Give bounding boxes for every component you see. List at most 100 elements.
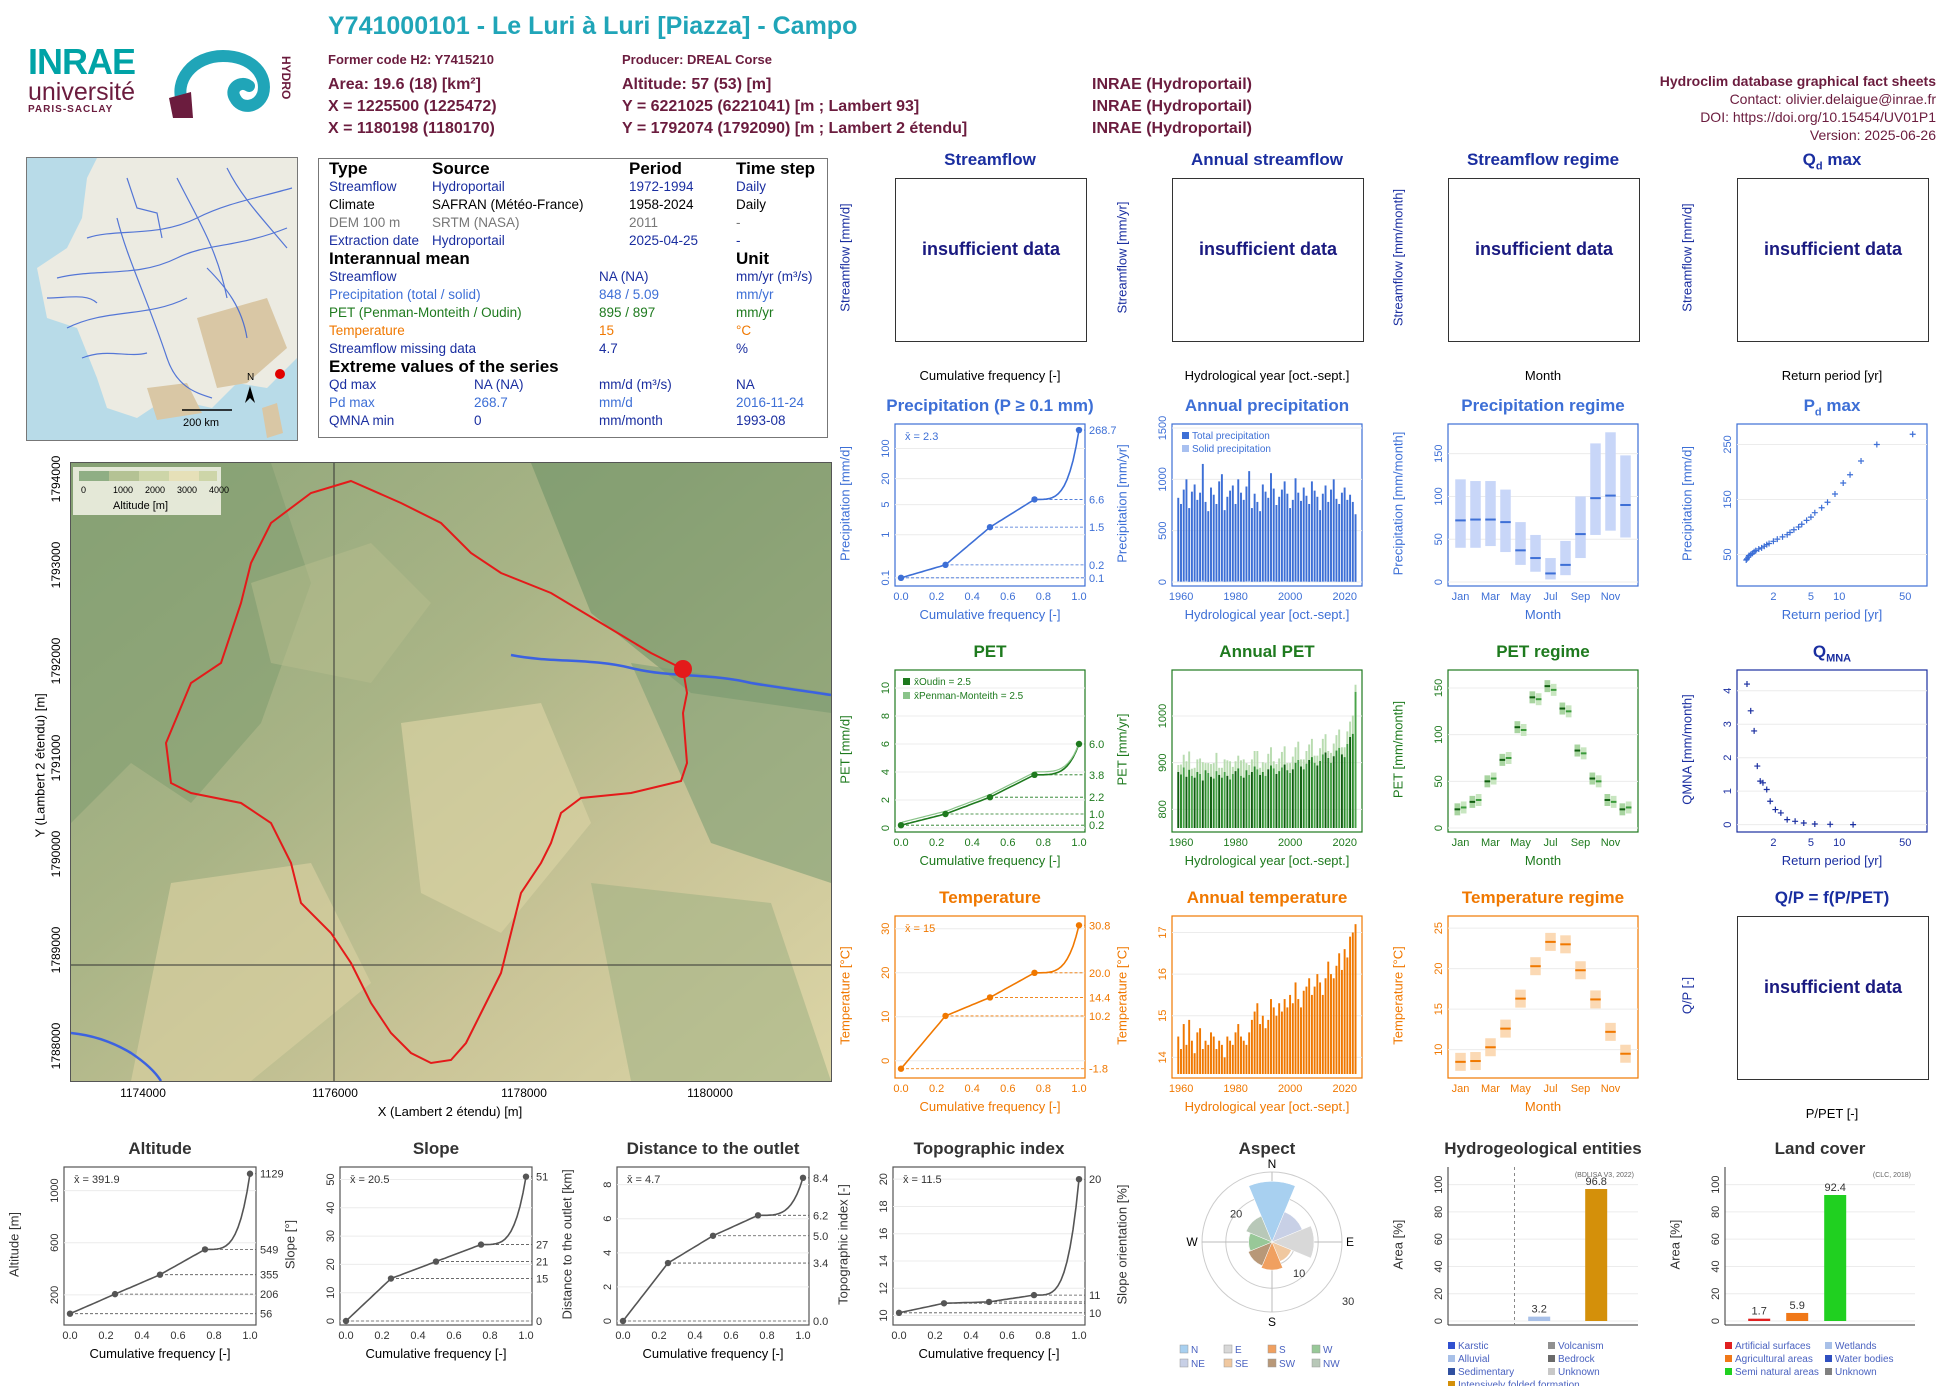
pet_cdf-quantile-point [897,822,905,829]
land_cover-bar-label: 92.4 [1824,1182,1845,1194]
precip_regime-xtick: Jan [1452,591,1470,603]
pd_max-xtick: 10 [1833,591,1845,603]
pet_regime-xlabel: Month [1524,853,1562,868]
altitude_cdf-right-label: 549 [260,1244,278,1256]
annual_pet-bar-pm [1275,764,1278,774]
streamflow_regime-xlabel: Month [1524,368,1562,383]
slope_cdf-ytick: 30 [325,1230,337,1242]
annual_precip-xtick: 2000 [1278,591,1302,603]
distance_cdf-quantile-point [664,1259,672,1267]
annual_pet-bar [1294,762,1297,828]
precip_regime-plot: 0 50 100 150 Jan Mar May Jul Sep Nov [1433,423,1639,603]
area: Area: 19.6 (18) [km²] [328,76,481,93]
qmna-xlabel: Return period [yr] [1781,853,1883,868]
temp_regime-ytick: 20 [1433,963,1445,975]
source-step: Daily [736,179,767,194]
qmna-point [1850,821,1857,828]
qp_ppet-plot: insufficient data [1737,916,1929,1080]
annual_precip-solid-bar [1286,581,1289,582]
temp_regime-xtick: Jan [1452,1083,1470,1095]
hydrogeology-legend: Unknown [1558,1367,1600,1378]
topo_cdf-ytick: 14 [878,1255,890,1267]
annual_temp-bar [1256,1003,1259,1074]
topo_cdf-right-label: 11 [1089,1290,1100,1302]
annual_temp-bar [1264,1028,1267,1074]
pet_cdf-xtick: 1.0 [1071,837,1086,849]
annual_precip-bar [1297,492,1300,582]
source-source: Hydroportail [432,179,505,194]
annual_precip-bar [1349,494,1352,582]
annual_precip-bar [1226,496,1229,582]
pet_regime-ytick: 100 [1433,725,1445,743]
streamflow_regime-title: Streamflow regime [1466,150,1620,169]
hydrogeology-legend-swatch [1448,1381,1455,1386]
qmna-xtick: 5 [1808,837,1814,849]
annual_pet-bar-pm [1346,731,1349,744]
qmna-point [1792,818,1799,825]
annual_precip-solid-bar [1278,581,1281,582]
temp_regime-xtick: May [1510,1083,1531,1095]
annual_precip-solid-bar [1210,581,1212,582]
map-ytick: 1794000 [49,455,63,503]
precip_cdf-right-label: 1.5 [1089,522,1104,534]
streamflow-plot: insufficient data [895,178,1087,342]
temp_cdf-xtick: 1.0 [1071,1083,1086,1095]
annual_pet-bar [1275,773,1278,828]
streamflow_regime-status: insufficient data [1474,239,1613,259]
annual_precip-solid-bar [1180,581,1182,582]
temp_cdf-title: Temperature [939,888,1041,907]
annual_temp-bar [1177,1036,1180,1074]
annual_temp-bar [1310,994,1313,1074]
precip_cdf-quantile-point [897,574,905,582]
annual_pet-bar [1199,773,1202,828]
extreme-date: 2016-11-24 [736,395,805,410]
annual_temp-xtick: 1960 [1169,1083,1193,1095]
slope_cdf-mean: x̄ = 20.5 [350,1174,389,1186]
annual_pet-bar-pm [1278,758,1281,772]
temp_regime-ytick: 25 [1433,922,1445,934]
annual_temp-bar [1297,999,1300,1074]
north-label: N [247,372,254,383]
annual_pet-bar-pm [1300,759,1302,767]
slope_cdf-right-label: 15 [536,1274,548,1286]
extreme-unit: mm/d (m³/s) [599,377,672,392]
land_cover-bar [1786,1312,1809,1321]
legend-title: Altitude [m] [113,500,168,512]
land_cover-legend: Unknown [1835,1367,1877,1378]
topo_cdf-xtick: 0.8 [1035,1330,1050,1342]
annual_temp-bar [1185,1044,1188,1074]
temp_regime-xlabel: Month [1524,1099,1562,1114]
annual_precip-bar [1351,501,1354,582]
aspect-sector [1271,1225,1315,1259]
annual_temp-bar [1237,1024,1240,1074]
qp_ppet-xlabel: P/PET [-] [1805,1106,1859,1121]
source-3: INRAE (Hydroportail) [1092,120,1252,137]
aspect-ring-label: 10 [1293,1268,1305,1280]
topo_cdf-ytick: 12 [878,1282,890,1294]
aspect-legend: W [1323,1345,1333,1356]
annual_pet-bar-pm [1193,767,1196,778]
annual_pet-bar-pm [1234,761,1237,772]
temp_cdf-ytick: 0 [880,1058,892,1064]
map-xlabel: X (Lambert 2 étendu) [m] [377,1104,523,1119]
mean-value: NA (NA) [599,269,649,284]
altitude_cdf-plot: 200 600 1000 0.0 0.2 0.4 0.6 0.8 1.0 1129 549 355 20… [49,1166,284,1342]
annual_temp-bar [1308,978,1311,1074]
annual_pet-bar [1245,770,1248,828]
distance_cdf-frame [616,1166,810,1326]
qd_max-xlabel: Return period [yr] [1781,368,1883,383]
annual_precip-solid-bar [1215,581,1218,582]
annual_precip-bar [1223,510,1226,582]
aspect-legend: E [1235,1345,1242,1356]
qmna-point [1800,819,1807,826]
annual_temp-bar [1212,1036,1215,1074]
precip_regime-box [1500,489,1511,553]
annual_pet-bar-pm [1237,755,1240,769]
annual_pet-bar [1302,769,1305,828]
annual_pet-bar [1182,767,1185,828]
aspect-direction: E [1346,1235,1354,1249]
annual_streamflow-status: insufficient data [1198,239,1337,259]
annual_temp-bar [1278,1003,1281,1074]
annual_temp-bar [1242,1040,1245,1074]
annual_temp-bar [1215,1049,1218,1074]
